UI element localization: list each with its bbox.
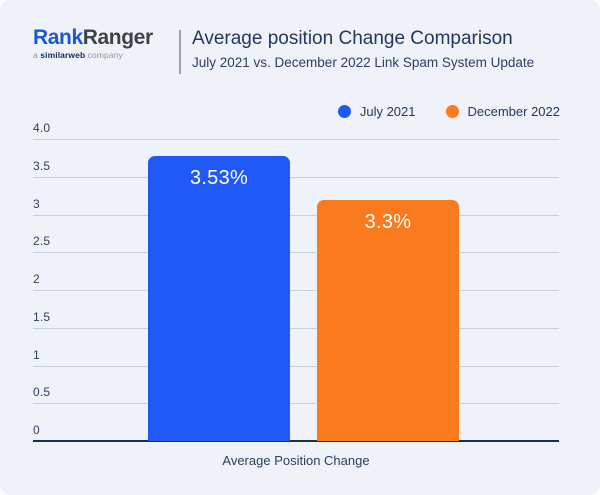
y-tick-label: 2.5	[33, 234, 51, 249]
legend-item-july-2021[interactable]: July 2021	[337, 104, 416, 119]
legend-label-december-2022: December 2022	[467, 104, 561, 119]
page-subtitle: July 2021 vs. December 2022 Link Spam Sy…	[192, 54, 535, 70]
y-tick-label: 4.0	[33, 121, 51, 135]
tagline-brand: similarweb	[40, 50, 86, 61]
logo-ranger-text: Ranger	[82, 26, 153, 49]
bar-value-label: 3.3%	[364, 211, 412, 234]
bar-value-label: 3.53%	[189, 166, 249, 189]
gridline	[33, 327, 559, 329]
bar-chart-plot-area: 4.0 3.5 3 2.5 2 1.5 1 0.5 0 3.53% 3.3%	[33, 121, 559, 442]
bar-december-2022[interactable]: 3.3%	[317, 200, 459, 441]
gridline	[33, 139, 559, 140]
legend-dot-july-2021-icon	[337, 105, 351, 118]
page-title: Average position Change Comparison	[192, 28, 513, 49]
title-block: Average position Change Comparison July …	[192, 27, 582, 70]
gridline	[33, 176, 559, 178]
y-tick-label: 0.5	[33, 385, 51, 400]
legend-item-december-2022[interactable]: December 2022	[445, 104, 561, 119]
y-tick-label: 1.5	[33, 309, 51, 324]
gridline	[33, 365, 559, 367]
tagline-a: a	[33, 50, 38, 61]
x-axis-label: Average Position Change	[222, 453, 370, 468]
y-tick-label: 0	[33, 423, 40, 437]
y-tick-label: 3.5	[33, 158, 51, 173]
header-divider	[179, 30, 181, 74]
rankranger-logo-wordmark: RankRanger	[33, 26, 153, 49]
y-tick-label: 3	[33, 196, 40, 211]
y-tick-label: 1	[33, 347, 40, 362]
bar-july-2021[interactable]: 3.53%	[148, 155, 290, 441]
gridline	[33, 252, 559, 254]
legend-label-july-2021: July 2021	[359, 104, 416, 119]
gridline	[33, 214, 559, 216]
legend-dot-december-2022-icon	[445, 105, 459, 118]
x-axis-baseline	[33, 440, 559, 442]
logo-rank-text: Rank	[33, 26, 83, 49]
y-tick-label: 2	[33, 272, 40, 286]
similarweb-tagline: a similarweb company	[33, 50, 153, 60]
legend: July 2021 December 2022	[337, 104, 561, 119]
gridline	[33, 403, 559, 405]
gridline	[33, 290, 559, 291]
tagline-company: company	[87, 50, 123, 61]
rankranger-logo: RankRanger a similarweb company	[33, 26, 153, 60]
